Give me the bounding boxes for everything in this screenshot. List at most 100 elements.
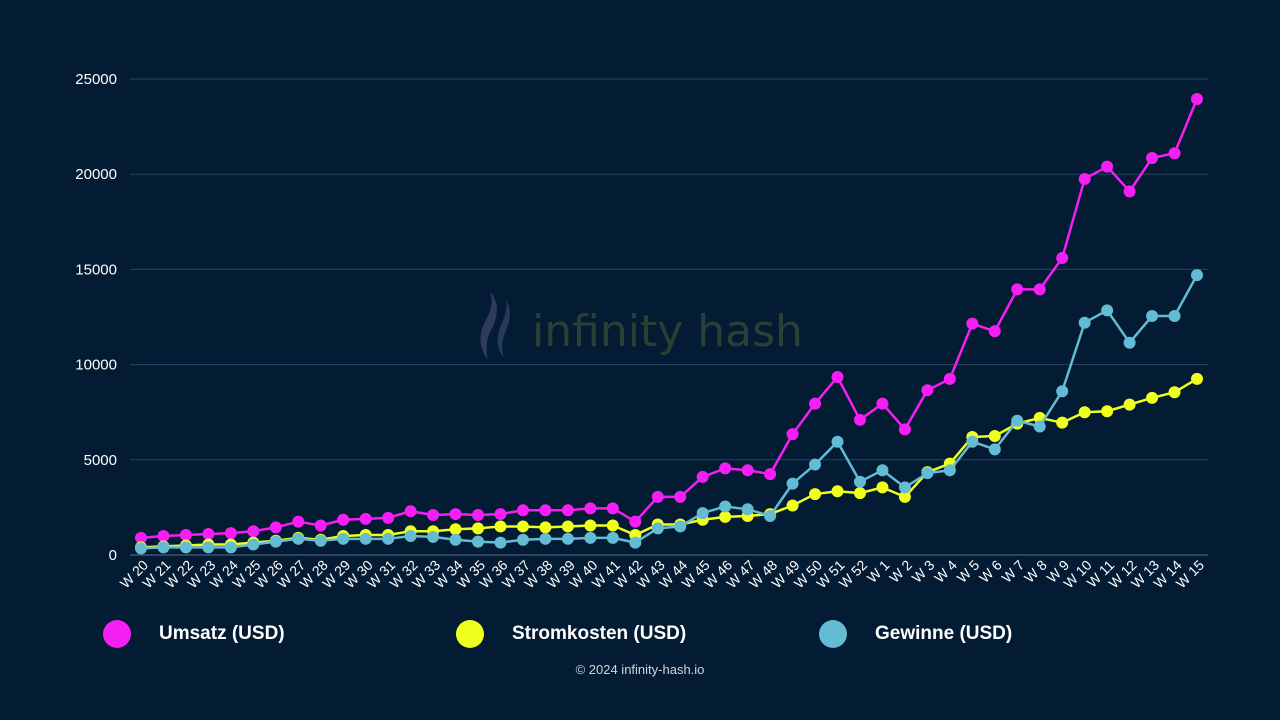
data-point[interactable] (427, 530, 440, 543)
data-point[interactable] (943, 372, 956, 385)
data-point[interactable] (966, 317, 979, 330)
data-point[interactable] (1101, 304, 1114, 317)
data-point[interactable] (1191, 269, 1203, 282)
data-point[interactable] (292, 515, 305, 528)
data-point[interactable] (404, 505, 417, 518)
data-point[interactable] (202, 528, 215, 541)
data-point[interactable] (584, 502, 597, 515)
data-point[interactable] (1101, 160, 1114, 173)
data-point[interactable] (921, 467, 934, 480)
data-point[interactable] (1056, 251, 1069, 264)
data-point[interactable] (674, 520, 687, 533)
data-point[interactable] (719, 500, 732, 513)
data-point[interactable] (516, 504, 529, 517)
legend-item-gewinne[interactable]: Gewinne (USD) (819, 612, 1012, 656)
data-point[interactable] (853, 475, 866, 488)
data-point[interactable] (382, 532, 395, 545)
data-point[interactable] (831, 370, 844, 383)
data-point[interactable] (786, 499, 799, 512)
legend-item-stromkosten[interactable]: Stromkosten (USD) (456, 612, 686, 656)
data-point[interactable] (157, 529, 170, 542)
data-point[interactable] (247, 538, 260, 551)
data-point[interactable] (1168, 310, 1181, 323)
data-point[interactable] (876, 481, 889, 494)
data-point[interactable] (224, 527, 237, 540)
data-point[interactable] (1078, 316, 1091, 329)
data-point[interactable] (898, 490, 911, 503)
data-point[interactable] (247, 525, 260, 538)
data-point[interactable] (561, 532, 574, 545)
data-point[interactable] (606, 531, 619, 544)
data-point[interactable] (809, 488, 822, 501)
data-point[interactable] (651, 522, 664, 535)
data-point[interactable] (876, 464, 889, 477)
data-point[interactable] (427, 509, 440, 522)
data-point[interactable] (472, 535, 485, 548)
data-point[interactable] (382, 511, 395, 524)
data-point[interactable] (561, 520, 574, 533)
data-point[interactable] (988, 325, 1001, 338)
data-point[interactable] (1123, 185, 1136, 198)
data-point[interactable] (809, 397, 822, 410)
data-point[interactable] (449, 533, 462, 546)
data-point[interactable] (1191, 92, 1203, 105)
data-point[interactable] (741, 464, 754, 477)
data-point[interactable] (764, 509, 777, 522)
data-point[interactable] (1078, 406, 1091, 419)
data-point[interactable] (269, 521, 282, 534)
data-point[interactable] (494, 520, 507, 533)
data-point[interactable] (516, 520, 529, 533)
data-point[interactable] (943, 464, 956, 477)
data-point[interactable] (314, 519, 327, 532)
data-point[interactable] (1011, 283, 1024, 296)
data-point[interactable] (584, 519, 597, 532)
data-point[interactable] (337, 513, 350, 526)
data-point[interactable] (1056, 385, 1069, 398)
data-point[interactable] (494, 508, 507, 521)
data-point[interactable] (1168, 386, 1181, 399)
data-point[interactable] (606, 519, 619, 532)
data-point[interactable] (786, 477, 799, 490)
data-point[interactable] (404, 529, 417, 542)
data-point[interactable] (337, 532, 350, 545)
data-point[interactable] (606, 502, 619, 515)
data-point[interactable] (1033, 420, 1046, 433)
data-point[interactable] (1123, 336, 1136, 349)
data-point[interactable] (988, 443, 1001, 456)
data-point[interactable] (853, 413, 866, 426)
data-point[interactable] (1146, 152, 1159, 165)
data-point[interactable] (202, 541, 215, 554)
data-point[interactable] (651, 490, 664, 503)
data-point[interactable] (1011, 414, 1024, 427)
data-point[interactable] (359, 512, 372, 525)
data-point[interactable] (898, 423, 911, 436)
data-point[interactable] (719, 462, 732, 475)
data-point[interactable] (988, 430, 1001, 442)
data-point[interactable] (1191, 372, 1203, 385)
data-point[interactable] (359, 532, 372, 545)
data-point[interactable] (449, 523, 462, 536)
data-point[interactable] (539, 504, 552, 517)
data-point[interactable] (584, 531, 597, 544)
data-point[interactable] (809, 458, 822, 471)
data-point[interactable] (539, 521, 552, 534)
data-point[interactable] (1056, 416, 1069, 429)
data-point[interactable] (472, 509, 485, 522)
data-point[interactable] (831, 485, 844, 498)
data-point[interactable] (921, 384, 934, 397)
data-point[interactable] (494, 536, 507, 549)
data-point[interactable] (157, 541, 170, 554)
data-point[interactable] (741, 503, 754, 516)
data-point[interactable] (135, 542, 147, 555)
data-point[interactable] (831, 435, 844, 448)
data-point[interactable] (674, 490, 687, 503)
legend-item-umsatz[interactable]: Umsatz (USD) (103, 612, 285, 656)
data-point[interactable] (539, 532, 552, 545)
data-point[interactable] (719, 510, 732, 523)
data-point[interactable] (292, 532, 305, 545)
data-point[interactable] (224, 541, 237, 554)
data-point[interactable] (629, 536, 642, 549)
data-point[interactable] (1033, 283, 1046, 296)
data-point[interactable] (696, 470, 709, 483)
data-point[interactable] (314, 534, 327, 547)
